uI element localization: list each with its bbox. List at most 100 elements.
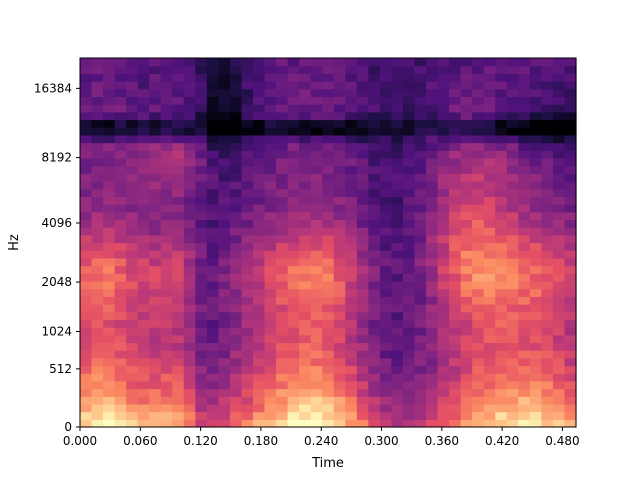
spectrogram-cell [276, 73, 289, 82]
spectrogram-cell [322, 204, 335, 213]
spectrogram-cell [356, 65, 369, 74]
spectrogram-cell [80, 411, 93, 420]
spectrogram-cell [483, 150, 496, 159]
spectrogram-cell [91, 265, 104, 274]
spectrogram-cell [253, 373, 266, 382]
spectrogram-cell [414, 157, 427, 167]
spectrogram-cell [368, 403, 381, 413]
spectrogram-cell [379, 403, 393, 413]
spectrogram-cell [426, 311, 439, 320]
spectrogram-cell [264, 365, 277, 374]
spectrogram-cell [552, 380, 566, 390]
spectrogram-cell [114, 127, 127, 136]
spectrogram-cell [276, 111, 289, 121]
spectrogram-cell [391, 211, 404, 221]
spectrogram-cell [518, 73, 531, 82]
spectrogram-cell [495, 242, 508, 251]
spectrogram-cell [506, 265, 519, 274]
spectrogram-cell [518, 181, 531, 190]
spectrogram-cell [472, 273, 485, 282]
spectrogram-cell [206, 403, 220, 413]
spectrogram-cell [552, 411, 566, 420]
spectrogram-cell [276, 380, 289, 390]
spectrogram-cell [356, 219, 369, 228]
spectrogram-cell [218, 157, 231, 167]
spectrogram-cell [506, 280, 519, 290]
spectrogram-cell [241, 403, 254, 413]
spectrogram-cell [299, 234, 312, 244]
spectrogram-cell [449, 234, 462, 244]
spectrogram-cell [241, 257, 254, 267]
spectrogram-cell [333, 219, 346, 228]
spectrogram-cell [345, 196, 358, 205]
spectrogram-cell [449, 134, 462, 144]
spectrogram-cell [299, 58, 312, 67]
spectrogram-cell [322, 396, 335, 405]
spectrogram-cell [310, 127, 323, 136]
spectrogram-cell [91, 73, 104, 82]
spectrogram-cell [391, 273, 404, 282]
spectrogram-cell [241, 88, 254, 98]
spectrogram-cell [114, 296, 127, 305]
spectrogram-cell [379, 296, 393, 305]
x-tick-label: 0.420 [485, 434, 519, 448]
spectrogram-cell [149, 319, 162, 328]
spectrogram-cell [206, 58, 220, 67]
spectrogram-cell [206, 250, 220, 259]
spectrogram-cell [149, 88, 162, 98]
spectrogram-cell [287, 96, 300, 105]
spectrogram-cell [414, 165, 427, 174]
spectrogram-cell [103, 250, 116, 259]
spectrogram-heatmap [80, 58, 577, 428]
spectrogram-cell [483, 357, 496, 367]
spectrogram-cell [483, 227, 496, 236]
spectrogram-cell [449, 350, 462, 359]
spectrogram-cell [552, 88, 566, 98]
spectrogram-cell [80, 380, 93, 390]
y-tick-label: 2048 [41, 275, 72, 289]
spectrogram-cell [310, 319, 323, 328]
spectrogram-cell [483, 73, 496, 82]
spectrogram-cell [310, 81, 323, 90]
spectrogram-cell [506, 388, 519, 397]
spectrogram-cell [183, 96, 196, 105]
spectrogram-cell [529, 188, 542, 197]
spectrogram-cell [172, 227, 185, 236]
spectrogram-cell [495, 142, 508, 151]
spectrogram-cell [149, 403, 162, 413]
spectrogram-cell [345, 373, 358, 382]
spectrogram-cell [518, 311, 531, 320]
spectrogram-cell [356, 58, 369, 67]
spectrogram-cell [356, 227, 369, 236]
spectrogram-cell [172, 142, 185, 151]
spectrogram-cell [172, 396, 185, 405]
spectrogram-cell [449, 265, 462, 274]
spectrogram-cell [518, 104, 531, 113]
spectrogram-cell [276, 373, 289, 382]
spectrogram-cell [460, 373, 473, 382]
spectrogram-cell [287, 296, 300, 305]
spectrogram-cell [402, 396, 416, 405]
spectrogram-cell [206, 73, 220, 82]
spectrogram-cell [80, 119, 93, 128]
spectrogram-cell [356, 380, 369, 390]
spectrogram-cell [91, 234, 104, 244]
spectrogram-cell [253, 273, 266, 282]
spectrogram-cell [183, 365, 196, 374]
spectrogram-cell [149, 327, 162, 336]
spectrogram-cell [287, 219, 300, 228]
spectrogram-cell [183, 127, 196, 136]
spectrogram-cell [391, 403, 404, 413]
spectrogram-cell [160, 250, 173, 259]
spectrogram-cell [449, 81, 462, 90]
spectrogram-cell [356, 119, 369, 128]
spectrogram-cell [414, 134, 427, 144]
spectrogram-cell [379, 265, 393, 274]
spectrogram-cell [483, 88, 496, 98]
spectrogram-cell [276, 211, 289, 221]
spectrogram-cell [160, 204, 173, 213]
spectrogram-cell [437, 119, 450, 128]
spectrogram-cell [241, 250, 254, 259]
spectrogram-cell [149, 188, 162, 197]
spectrogram-cell [91, 165, 104, 174]
